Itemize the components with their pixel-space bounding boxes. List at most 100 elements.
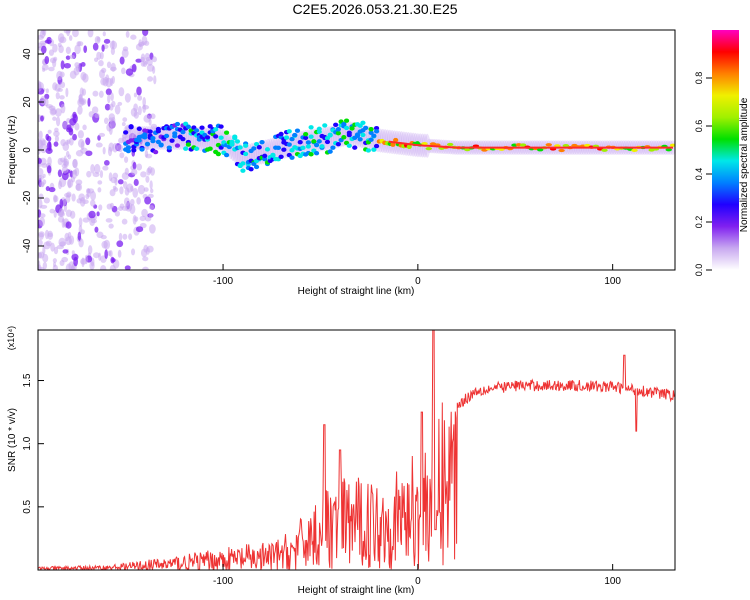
speckle: [75, 179, 83, 186]
speckle: [153, 75, 157, 85]
speckle: [94, 113, 100, 119]
spectral-ridge: [388, 140, 674, 149]
speckle: [143, 114, 151, 123]
speckle: [132, 187, 139, 198]
speckle: [72, 133, 77, 141]
speckle: [38, 252, 43, 259]
speckle: [118, 87, 125, 97]
speckle: [96, 51, 102, 60]
speckle: [65, 55, 71, 60]
x-tick-label: 100: [604, 276, 621, 287]
speckle: [133, 103, 139, 112]
speckle: [67, 154, 72, 160]
band-halo: [167, 126, 174, 150]
speckle: [94, 163, 101, 174]
snr-x-ticks: -100 0 100: [213, 564, 621, 587]
spectral-peak: [335, 131, 341, 136]
speckle: [92, 42, 99, 51]
speckle: [73, 66, 80, 76]
speckle: [93, 252, 100, 259]
speckle: [61, 256, 69, 263]
spectral-peak: [251, 146, 257, 151]
speckle: [38, 114, 42, 123]
speckle: [77, 231, 82, 241]
speckle: [57, 33, 65, 43]
speckle: [41, 64, 49, 71]
spectral-peak: [368, 137, 374, 142]
speckle: [70, 265, 76, 270]
spectral-peak: [343, 118, 350, 123]
spectrogram-panel: -100 0 100 -40 -20 0 20 40 Height of straight …: [7, 29, 676, 297]
speckle: [43, 197, 50, 204]
speckle: [59, 81, 66, 89]
speckle: [38, 232, 44, 240]
speckle: [147, 166, 153, 174]
spectral-peak: [218, 124, 224, 129]
y-tick-label: 1.0: [22, 436, 33, 450]
spectral-peak: [223, 152, 230, 158]
spectral-peak: [193, 128, 200, 133]
speckle: [68, 128, 74, 136]
speckle: [100, 77, 107, 86]
speckle: [121, 133, 128, 139]
spectral-peak: [294, 128, 301, 133]
speckle: [109, 77, 114, 87]
speckle: [49, 208, 55, 214]
speckle: [75, 150, 84, 157]
speckle: [138, 39, 142, 48]
speckle: [149, 188, 154, 194]
speckle: [65, 194, 71, 203]
colorbar: 0.0 0.2 0.4 0.6 0.8 Normalized spectral ampl…: [694, 30, 750, 276]
speckle: [90, 190, 97, 201]
spectral-peak: [278, 154, 284, 159]
speckle: [96, 211, 100, 217]
spectral-peak: [363, 125, 369, 131]
speckle: [66, 139, 71, 144]
speckle: [52, 58, 57, 68]
snr-marks: [38, 330, 675, 570]
speckle: [52, 43, 58, 53]
speckle: [88, 111, 95, 118]
speckle: [142, 30, 149, 37]
speckle: [72, 30, 79, 38]
speckle: [82, 217, 90, 223]
speckle: [52, 116, 57, 121]
spectral-peak: [373, 126, 380, 131]
spectral-peak: [357, 137, 363, 142]
speckle: [141, 40, 145, 46]
y-tick-label: -20: [22, 190, 33, 205]
spectral-peak: [180, 129, 186, 135]
spectral-peak: [123, 130, 129, 135]
spectral-peak: [131, 148, 137, 153]
spectral-peak: [352, 145, 358, 150]
speckle: [148, 205, 155, 210]
speckle: [109, 264, 116, 270]
spectral-peak: [253, 164, 260, 170]
spectral-peak: [303, 132, 309, 137]
speckle: [69, 54, 75, 60]
speckle: [63, 160, 69, 168]
speckle: [151, 56, 158, 63]
spectral-peak: [327, 149, 333, 154]
speckle: [131, 63, 137, 73]
spectral-peak: [425, 147, 432, 151]
speckle: [149, 180, 153, 190]
spectral-peak: [368, 126, 374, 132]
speckle: [148, 213, 154, 218]
speckle: [69, 118, 77, 126]
colorbar-tick-label: 0.6: [694, 120, 704, 133]
speckle: [124, 202, 133, 212]
speckle: [54, 135, 60, 142]
spectral-peak: [354, 133, 361, 139]
speckle: [125, 68, 134, 76]
spectral-peak: [357, 123, 363, 128]
speckle: [38, 130, 43, 140]
spectral-peak: [601, 148, 608, 152]
speckle: [65, 209, 73, 217]
speckle: [119, 186, 124, 195]
speckle: [98, 59, 104, 67]
speckle: [103, 160, 110, 166]
spectral-peak: [300, 145, 306, 151]
speckle: [39, 216, 45, 227]
y-tick-label: 0.5: [22, 499, 33, 513]
